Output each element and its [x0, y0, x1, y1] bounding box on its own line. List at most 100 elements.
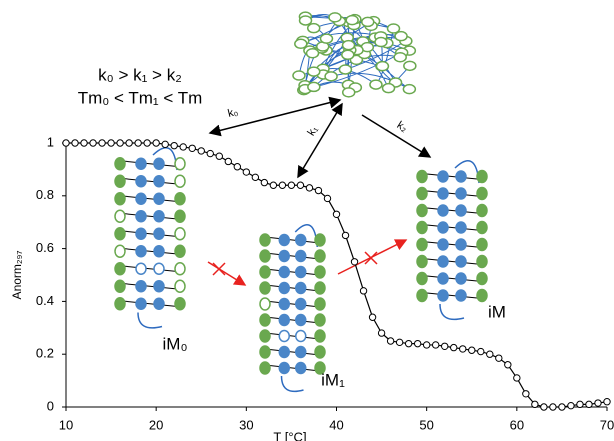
data-point	[567, 401, 575, 410]
base	[416, 186, 428, 201]
x-tick-label: 10	[59, 417, 73, 432]
cytosine	[278, 313, 290, 327]
y-tick-label: 0.6	[36, 240, 54, 255]
x-tick-label: 20	[149, 417, 163, 432]
y-tick-label: 1	[47, 134, 54, 149]
cytosine	[437, 204, 449, 217]
coil-bead	[341, 39, 356, 51]
bond	[264, 332, 321, 340]
base	[114, 192, 126, 206]
base	[259, 265, 271, 279]
data-point	[323, 194, 332, 203]
bond	[119, 195, 181, 203]
base	[476, 237, 488, 252]
bond	[421, 173, 483, 180]
base	[476, 271, 488, 286]
base	[476, 203, 488, 218]
data-point	[386, 337, 395, 345]
y-tick-label: 0	[47, 398, 54, 413]
cytosine	[135, 210, 147, 223]
base	[314, 329, 326, 343]
coil-bead	[393, 52, 407, 63]
x-tick-label: 40	[329, 417, 343, 432]
cytosine	[153, 280, 165, 293]
data-point	[504, 361, 512, 369]
cytosine	[455, 255, 467, 268]
cytosine	[153, 157, 165, 170]
coil-bead	[319, 33, 334, 44]
data-point	[98, 139, 106, 147]
bond	[119, 212, 181, 220]
tm-annotation: Tm₀ < Tm₁ < Tm	[78, 88, 203, 107]
base	[259, 313, 271, 327]
data-point	[224, 157, 233, 166]
data-point	[80, 139, 88, 147]
data-point	[395, 338, 404, 347]
base	[114, 244, 126, 258]
data-point	[242, 168, 251, 176]
data-point	[206, 149, 214, 158]
base	[416, 220, 428, 235]
cytosine	[295, 249, 307, 263]
data-point	[107, 139, 115, 147]
data-point	[368, 313, 377, 321]
cytosine	[295, 281, 307, 295]
data-point	[603, 398, 611, 406]
cytosine	[295, 345, 307, 359]
red-arrow	[207, 261, 247, 286]
data-point	[431, 341, 440, 349]
base	[314, 281, 326, 295]
bond	[421, 207, 483, 214]
coil-bead	[361, 16, 375, 28]
data-point	[269, 181, 278, 189]
cytosine	[455, 238, 467, 251]
im1-label: iM₁	[321, 370, 345, 389]
cytosine	[437, 238, 449, 251]
y-tick-label: 0.4	[36, 293, 54, 308]
coil-bead	[403, 60, 417, 72]
data-point	[513, 374, 521, 382]
data-point	[296, 181, 305, 189]
coil-bead	[307, 81, 321, 93]
data-point	[522, 390, 530, 398]
bond	[421, 190, 483, 197]
data-point	[116, 139, 124, 147]
data-point	[422, 341, 431, 349]
data-point	[125, 139, 133, 147]
data-point	[576, 400, 584, 409]
x-tick-label: 30	[239, 417, 253, 432]
data-point	[215, 152, 223, 160]
data-point	[486, 350, 494, 358]
cytosine	[295, 297, 307, 311]
cytosine	[153, 262, 165, 275]
bond	[119, 160, 181, 168]
base	[259, 297, 271, 311]
base	[174, 279, 186, 293]
k2-label: k₂	[395, 119, 410, 134]
base	[314, 297, 326, 311]
coil-bead	[375, 60, 390, 72]
bond	[119, 230, 181, 238]
data-point	[468, 346, 476, 354]
data-point	[540, 403, 548, 411]
base	[416, 288, 428, 303]
base	[174, 244, 186, 258]
coil-bead	[374, 36, 388, 48]
cytosine	[455, 187, 467, 200]
arrow	[297, 102, 343, 179]
data-point	[161, 140, 169, 149]
x-tick-label: 70	[600, 417, 614, 432]
data-point	[495, 354, 503, 362]
bond	[119, 247, 181, 255]
base	[174, 157, 186, 171]
cytosine	[135, 157, 147, 170]
cytosine	[455, 204, 467, 217]
cytosine	[278, 265, 290, 279]
coil-bead	[328, 12, 342, 23]
cytosine	[135, 280, 147, 293]
y-tick-label: 0.8	[36, 187, 54, 202]
cytosine	[278, 297, 290, 311]
cytosine	[278, 233, 290, 247]
base	[174, 174, 186, 188]
